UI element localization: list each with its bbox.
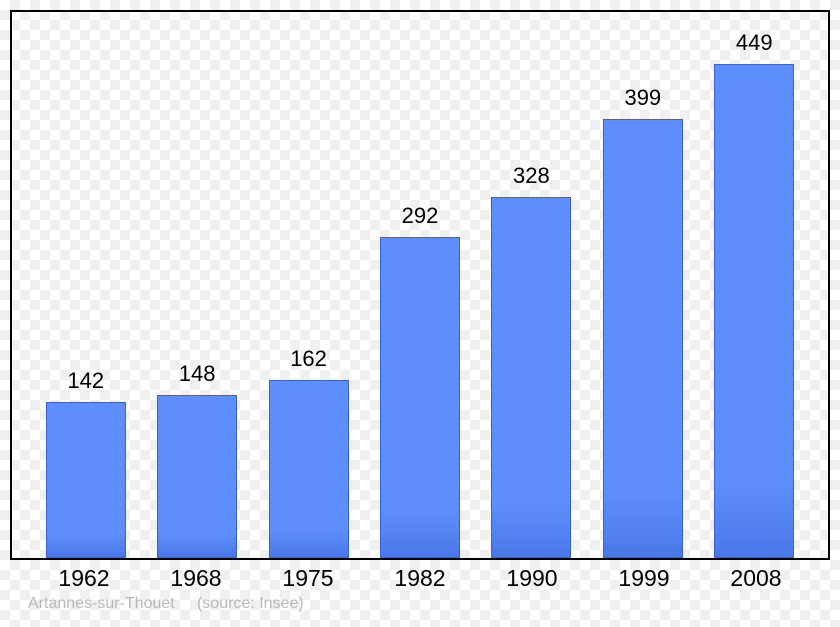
bar-value-label: 328 — [513, 163, 550, 189]
bar-value-label: 148 — [179, 361, 216, 387]
bar-group: 449 — [709, 30, 799, 558]
bar — [603, 119, 683, 558]
bar-group: 328 — [486, 163, 576, 558]
bar — [491, 197, 571, 558]
x-axis-label: 1975 — [263, 565, 353, 592]
bar — [380, 237, 460, 558]
bar-group: 148 — [152, 361, 242, 558]
x-axis-labels: 1962 1968 1975 1982 1990 1999 2008 — [10, 565, 830, 592]
bar-value-label: 292 — [402, 203, 439, 229]
x-axis-label: 1968 — [151, 565, 241, 592]
bar-group: 162 — [264, 346, 354, 558]
bar-group: 292 — [375, 203, 465, 558]
bar-value-label: 142 — [67, 368, 104, 394]
chart-frame: 142 148 162 292 328 399 449 — [10, 10, 830, 560]
bar — [46, 402, 126, 558]
x-axis-label: 1990 — [487, 565, 577, 592]
bar-value-label: 449 — [736, 30, 773, 56]
chart-source: Artannes-sur-Thouet (source: Insee) — [28, 595, 304, 613]
bar — [269, 380, 349, 558]
x-axis-label: 1999 — [599, 565, 689, 592]
bar-group: 399 — [598, 85, 688, 558]
source-location: Artannes-sur-Thouet — [28, 595, 175, 612]
x-axis-label: 2008 — [711, 565, 801, 592]
bar — [714, 64, 794, 558]
bar-value-label: 162 — [290, 346, 327, 372]
bar-value-label: 399 — [624, 85, 661, 111]
bar-group: 142 — [41, 368, 131, 558]
bars-container: 142 148 162 292 328 399 449 — [12, 12, 828, 558]
x-axis-label: 1982 — [375, 565, 465, 592]
x-axis-label: 1962 — [39, 565, 129, 592]
bar — [157, 395, 237, 558]
source-attribution: (source: Insee) — [197, 595, 304, 612]
